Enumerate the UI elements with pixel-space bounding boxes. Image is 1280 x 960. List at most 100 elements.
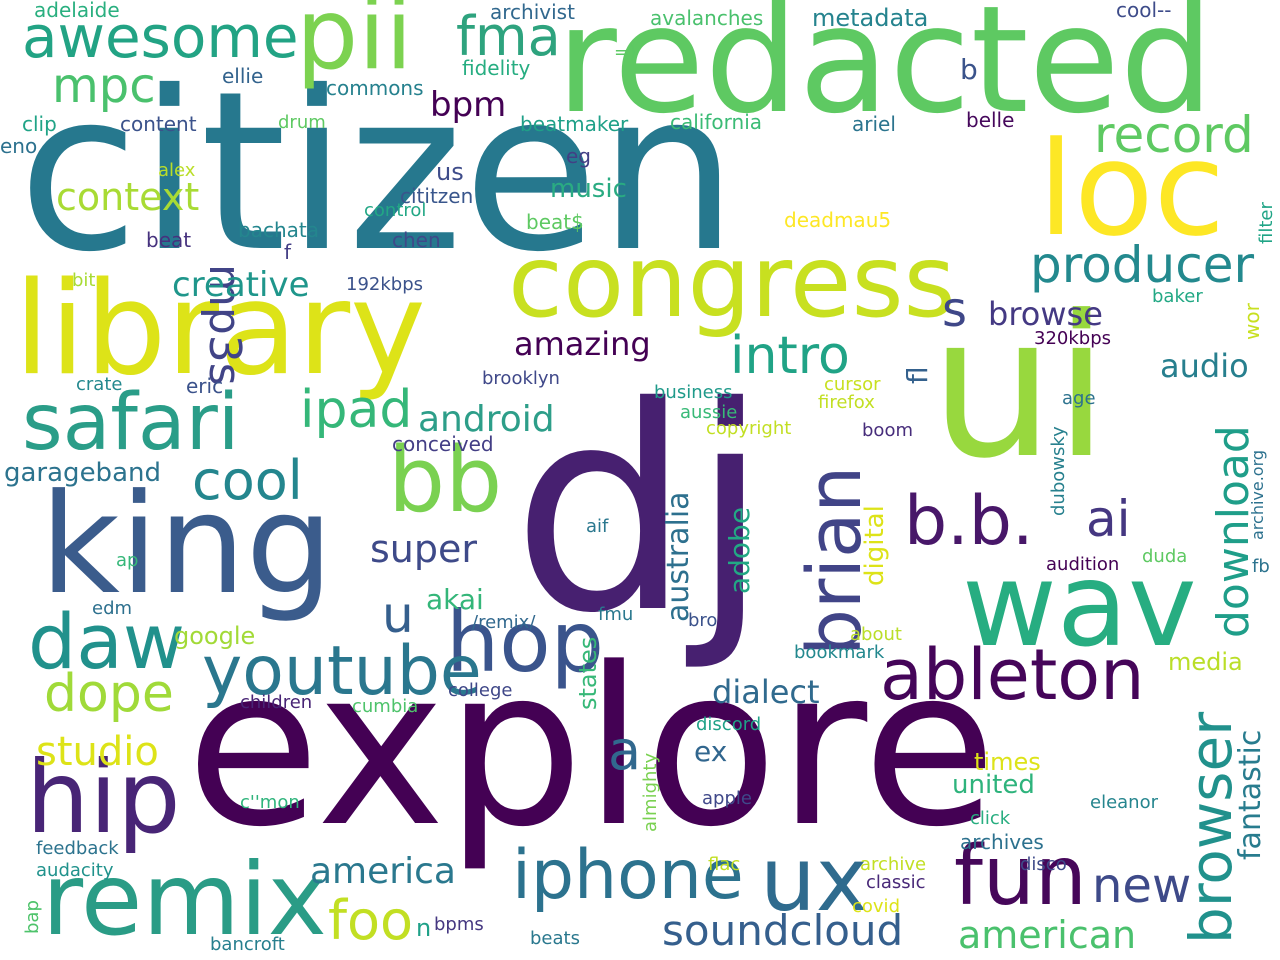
word: dubowsky	[1048, 426, 1069, 516]
word: adelaide	[34, 0, 120, 22]
word: creative	[172, 265, 310, 305]
word: brooklyn	[482, 368, 560, 389]
word: beatmaker	[520, 112, 629, 136]
word: explore	[186, 622, 997, 875]
word: states	[574, 636, 602, 710]
word: redacted	[556, 0, 1214, 146]
word: ableton	[880, 634, 1145, 716]
word: c''mon	[240, 792, 300, 813]
word: bpms	[434, 914, 484, 935]
word: congress	[508, 223, 956, 340]
word: eg	[566, 144, 591, 168]
word: ui	[930, 274, 1109, 502]
word: loc	[1038, 113, 1226, 265]
word: foo	[328, 889, 414, 952]
word: audacity	[36, 860, 114, 881]
word: commons	[326, 76, 424, 100]
word: california	[670, 110, 763, 134]
word: fun	[954, 829, 1087, 924]
word: classic	[866, 872, 926, 893]
word: college	[448, 680, 513, 701]
word: mpc	[52, 58, 156, 114]
word: fl	[901, 366, 934, 384]
word: studio	[36, 729, 159, 775]
word: clip	[22, 112, 57, 136]
word: dope	[44, 664, 174, 724]
word: ariel	[852, 112, 896, 136]
word: context	[56, 175, 200, 219]
word: flac	[708, 854, 741, 875]
word: audition	[1046, 554, 1120, 575]
word: youtube	[202, 632, 482, 711]
word: covid	[852, 896, 900, 917]
word: f	[284, 240, 292, 264]
word: android	[418, 399, 555, 440]
word: business	[654, 382, 733, 403]
word: citizen	[18, 44, 738, 300]
word: children	[240, 692, 313, 713]
word: eleanor	[1090, 792, 1159, 813]
word: australia	[661, 491, 696, 622]
word: n	[416, 914, 432, 942]
word: wav	[962, 538, 1197, 673]
word: bap	[22, 900, 43, 934]
word: baker	[1152, 286, 1203, 307]
word: us	[436, 158, 464, 186]
word: firefox	[818, 392, 875, 413]
word: eric	[186, 374, 224, 398]
word: ipad	[300, 380, 413, 440]
word: daw	[28, 597, 185, 686]
word: archive	[860, 854, 927, 875]
word: discord	[696, 714, 762, 735]
word: beat$	[526, 210, 584, 234]
word: new	[1092, 858, 1192, 914]
word: chen	[392, 228, 441, 252]
word: edm	[92, 598, 133, 619]
word: bpm	[430, 85, 507, 125]
word: akai	[426, 583, 484, 616]
word: america	[310, 851, 456, 892]
word: duda	[1142, 546, 1188, 567]
word: avalanches	[650, 6, 764, 30]
word: browse	[988, 295, 1103, 333]
word: content	[120, 112, 197, 136]
word: /remix/	[472, 612, 536, 633]
word: digital	[860, 505, 890, 586]
word: garageband	[4, 458, 161, 488]
word: ex	[694, 735, 728, 768]
word: feedback	[36, 838, 119, 859]
word: cool	[192, 449, 303, 512]
word: a	[608, 719, 642, 782]
word: apple	[702, 788, 752, 809]
word: king	[40, 464, 334, 625]
word: copyright	[706, 418, 792, 439]
word: disco	[1020, 854, 1067, 875]
word: drum	[278, 112, 326, 133]
word: google	[174, 622, 256, 650]
word: belle	[966, 108, 1015, 132]
word: intro	[730, 326, 850, 386]
word: aussie	[680, 402, 738, 423]
word: ellie	[222, 64, 264, 88]
word: beat	[146, 228, 192, 252]
word: 320kbps	[1034, 328, 1112, 349]
word: producer	[1030, 236, 1255, 294]
word: audio	[1160, 347, 1249, 385]
word: soundcloud	[662, 906, 904, 955]
word: aif	[586, 516, 609, 537]
word: fantastic	[1233, 729, 1268, 860]
word: control	[364, 200, 427, 221]
word: b.b.	[904, 482, 1034, 561]
word: bancroft	[210, 934, 285, 955]
word: awesome	[22, 3, 299, 71]
word: amazing	[514, 325, 651, 363]
word: b	[960, 53, 978, 86]
word: adobe	[723, 506, 756, 594]
word: cursor	[824, 374, 881, 395]
word: =)	[614, 42, 637, 63]
word: dj	[512, 346, 770, 675]
word: cool--	[1116, 0, 1172, 22]
word: metadata	[812, 4, 929, 32]
word: record	[1094, 106, 1254, 164]
